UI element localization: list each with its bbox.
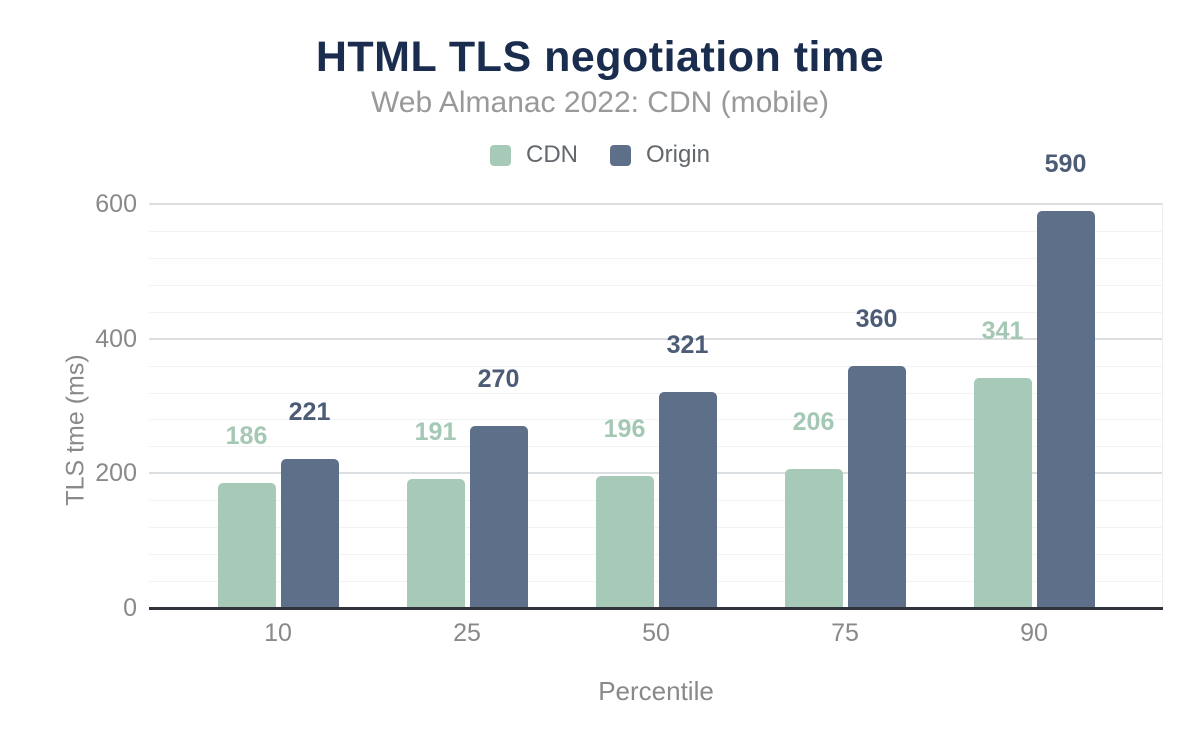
value-label-origin-p10: 221 — [288, 398, 331, 427]
legend-swatch-origin-icon — [609, 144, 631, 166]
legend-item-cdn: CDN — [489, 141, 578, 168]
value-label-cdn-p10: 186 — [225, 421, 268, 450]
gridline-minor — [149, 365, 1163, 367]
bar-cdn-p25 — [406, 479, 465, 610]
legend-label-cdn: CDN — [525, 141, 578, 168]
value-label-origin-p90: 590 — [1044, 149, 1087, 178]
gridline-minor — [149, 554, 1163, 556]
x-tick-10: 10 — [264, 619, 292, 647]
bar-cdn-p50 — [595, 476, 654, 610]
x-tick-90: 90 — [1020, 619, 1048, 647]
value-label-origin-p50: 321 — [666, 330, 709, 359]
value-label-origin-p25: 270 — [477, 365, 520, 394]
value-label-cdn-p90: 341 — [981, 317, 1024, 346]
gridline-major-600 — [149, 203, 1163, 205]
y-axis-title: TLS tme (ms) — [61, 354, 90, 506]
chart-title: HTML TLS negotiation time — [315, 33, 885, 81]
bar-cdn-p75 — [784, 469, 843, 610]
bar-origin-p50 — [658, 391, 717, 610]
gridline-minor — [149, 311, 1163, 313]
legend: CDN Origin — [0, 142, 1200, 168]
bar-cdn-p10 — [217, 482, 276, 610]
gridline-minor — [149, 581, 1163, 583]
bar-origin-p90 — [1036, 210, 1095, 610]
y-tick-0: 0 — [123, 594, 137, 622]
legend-swatch-cdn-icon — [489, 144, 511, 166]
value-label-cdn-p25: 191 — [414, 418, 457, 447]
y-tick-400: 400 — [95, 324, 137, 353]
plot-right-border — [1162, 204, 1163, 608]
value-label-origin-p75: 360 — [855, 304, 898, 333]
x-tick-50: 50 — [642, 619, 670, 647]
bar-cdn-p90 — [973, 378, 1032, 610]
chart-subtitle: Web Almanac 2022: CDN (mobile) — [371, 86, 829, 119]
legend-item-origin: Origin — [609, 141, 711, 168]
gridline-major-200 — [149, 472, 1163, 475]
gridline-minor — [149, 419, 1163, 421]
bar-origin-p75 — [847, 365, 906, 610]
legend-label-origin: Origin — [645, 141, 711, 168]
gridline-major-400 — [149, 337, 1163, 340]
gridline-minor — [149, 230, 1163, 232]
gridline-minor — [149, 500, 1163, 502]
x-axis-line — [149, 607, 1163, 610]
x-axis-title: Percentile — [598, 676, 714, 706]
gridline-minor — [149, 392, 1163, 394]
value-label-cdn-p50: 196 — [603, 415, 646, 444]
x-tick-75: 75 — [831, 619, 859, 647]
gridline-minor — [149, 446, 1163, 448]
gridline-minor — [149, 527, 1163, 529]
x-tick-25: 25 — [453, 619, 481, 647]
y-tick-600: 600 — [95, 190, 137, 218]
gridline-minor — [149, 257, 1163, 259]
value-label-cdn-p75: 206 — [792, 408, 835, 437]
gridline-minor — [149, 284, 1163, 286]
bar-origin-p10 — [280, 459, 339, 610]
bar-origin-p25 — [469, 426, 528, 610]
y-tick-200: 200 — [95, 459, 137, 488]
